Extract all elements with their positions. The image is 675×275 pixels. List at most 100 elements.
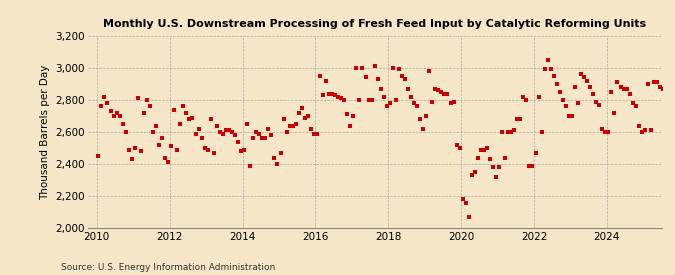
Point (126, 157, 137, 161)
Point (664, 101, 674, 105)
Point (178, 104, 189, 109)
Point (491, 175, 502, 179)
Point (651, 80, 662, 84)
Point (120, 130, 131, 134)
Point (196, 136, 207, 141)
Point (457, 197, 468, 202)
Point (551, 82, 562, 86)
Point (521, 98, 532, 102)
Point (248, 136, 259, 141)
Point (181, 111, 192, 115)
Point (645, 128, 656, 133)
Point (333, 95, 344, 99)
Point (142, 98, 153, 102)
Point (606, 90, 617, 94)
Point (618, 86, 629, 91)
Point (217, 131, 228, 136)
Point (202, 147, 213, 152)
Point (588, 91, 599, 96)
Point (257, 136, 268, 141)
Point (430, 86, 441, 91)
Point (138, 111, 149, 115)
Point (512, 117, 522, 121)
Point (475, 147, 486, 152)
Point (381, 104, 392, 109)
Point (184, 117, 195, 121)
Point (154, 143, 165, 147)
Point (673, 130, 675, 134)
Point (308, 131, 319, 136)
Point (460, 200, 471, 205)
Point (597, 126, 608, 131)
Point (111, 111, 122, 115)
Point (193, 126, 204, 131)
Point (637, 130, 647, 134)
Text: Source: U.S. Energy Information Administration: Source: U.S. Energy Information Administ… (61, 263, 275, 272)
Point (594, 103, 605, 107)
Point (306, 126, 317, 131)
Point (269, 155, 280, 160)
Point (221, 128, 232, 133)
Point (667, 106, 675, 110)
Point (424, 69, 435, 73)
Point (345, 123, 356, 128)
Point (578, 75, 589, 80)
Point (657, 86, 668, 91)
Point (130, 146, 140, 150)
Point (524, 163, 535, 168)
Point (603, 130, 614, 134)
Point (375, 86, 386, 91)
Point (157, 136, 167, 141)
Point (227, 130, 238, 134)
Point (215, 130, 225, 134)
Point (117, 122, 128, 126)
Point (300, 116, 310, 120)
Point (503, 130, 514, 134)
Point (570, 85, 580, 89)
Point (509, 128, 520, 133)
Point (621, 86, 632, 91)
Point (367, 98, 377, 102)
Point (627, 101, 638, 105)
Point (266, 133, 277, 138)
Point (190, 131, 201, 136)
Point (539, 67, 550, 72)
Point (406, 95, 416, 99)
Point (655, 85, 666, 89)
Point (487, 165, 498, 169)
Point (205, 117, 216, 121)
Point (384, 101, 395, 105)
Point (254, 131, 265, 136)
Point (272, 162, 283, 166)
Point (624, 91, 635, 96)
Point (479, 147, 489, 152)
Point (554, 90, 565, 94)
Point (160, 155, 171, 160)
Point (136, 149, 146, 153)
Point (96, 104, 107, 109)
Point (357, 66, 368, 70)
Point (463, 215, 474, 219)
Point (649, 80, 659, 84)
Point (336, 96, 347, 101)
Point (518, 95, 529, 99)
Point (278, 117, 289, 121)
Point (390, 98, 401, 102)
Point (418, 126, 429, 131)
Point (99, 95, 110, 99)
Title: Monthly U.S. Downstream Processing of Fresh Feed Input by Catalytic Reforming Un: Monthly U.S. Downstream Processing of Fr… (103, 20, 646, 29)
Point (294, 111, 304, 115)
Point (394, 67, 404, 72)
Point (296, 106, 307, 110)
Point (433, 88, 443, 92)
Point (566, 114, 577, 118)
Point (670, 130, 675, 134)
Point (124, 147, 134, 152)
Point (412, 104, 423, 109)
Point (105, 109, 116, 113)
Point (211, 123, 222, 128)
Point (108, 114, 119, 118)
Point (402, 86, 413, 91)
Point (378, 95, 389, 99)
Point (354, 98, 365, 102)
